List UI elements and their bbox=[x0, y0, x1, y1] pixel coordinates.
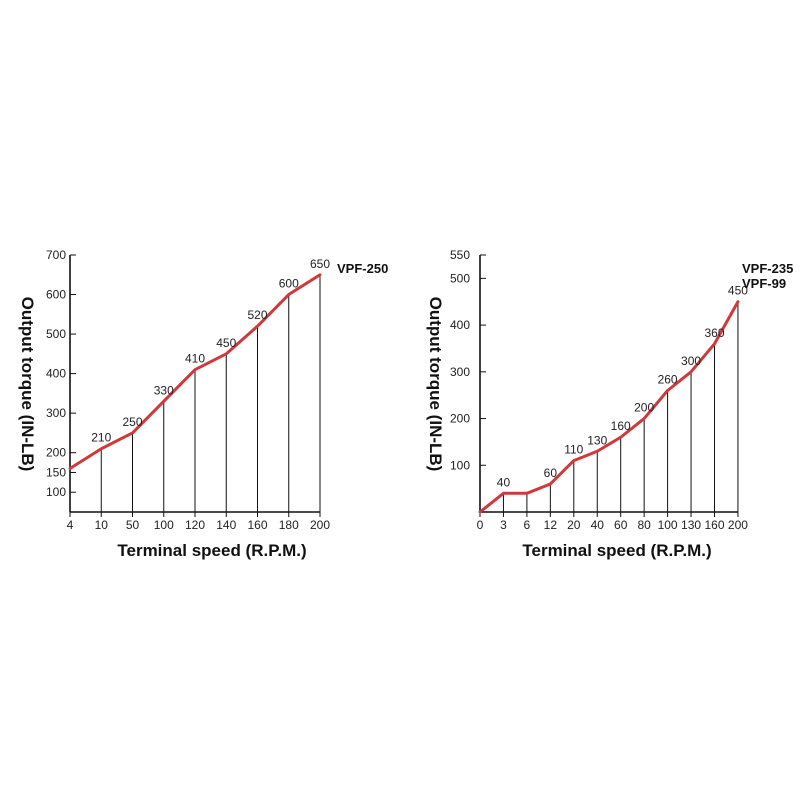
x-tick-label: 140 bbox=[216, 518, 236, 532]
model-label: VPF-99 bbox=[742, 276, 786, 291]
x-tick-label: 0 bbox=[477, 518, 484, 532]
x-tick-label: 200 bbox=[310, 518, 330, 532]
x-tick-label: 200 bbox=[728, 518, 748, 532]
x-tick-label: 10 bbox=[95, 518, 109, 532]
data-label: 450 bbox=[728, 284, 748, 298]
data-label: 650 bbox=[310, 257, 330, 271]
data-label: 260 bbox=[658, 373, 678, 387]
data-label: 160 bbox=[611, 419, 631, 433]
data-label: 110 bbox=[564, 443, 583, 457]
y-tick-label: 400 bbox=[46, 367, 66, 381]
x-tick-label: 160 bbox=[247, 518, 267, 532]
data-label: 520 bbox=[247, 308, 267, 322]
x-tick-label: 180 bbox=[279, 518, 299, 532]
x-tick-label: 4 bbox=[67, 518, 74, 532]
x-tick-label: 160 bbox=[704, 518, 724, 532]
y-tick-label: 500 bbox=[46, 327, 66, 341]
x-axis-title: Terminal speed (R.P.M.) bbox=[117, 541, 306, 560]
data-label: 200 bbox=[634, 401, 654, 415]
x-tick-label: 6 bbox=[524, 518, 531, 532]
x-tick-label: 12 bbox=[544, 518, 558, 532]
data-label: 250 bbox=[122, 415, 142, 429]
y-tick-label: 700 bbox=[46, 248, 66, 262]
x-tick-label: 100 bbox=[154, 518, 174, 532]
data-label: 130 bbox=[587, 433, 607, 447]
y-tick-label: 200 bbox=[46, 446, 66, 460]
y-axis-title: Output torque (IN-LB) bbox=[18, 297, 37, 472]
x-tick-label: 3 bbox=[500, 518, 507, 532]
torque-curve bbox=[478, 300, 740, 514]
y-tick-label: 300 bbox=[450, 365, 470, 379]
y-axis-title: Output torque (IN-LB) bbox=[426, 297, 445, 472]
data-label: 450 bbox=[216, 336, 236, 350]
x-axis-title: Terminal speed (R.P.M.) bbox=[522, 541, 711, 560]
data-label: 330 bbox=[154, 383, 174, 397]
torque-curve bbox=[68, 273, 322, 471]
x-tick-label: 40 bbox=[591, 518, 605, 532]
data-label: 300 bbox=[681, 354, 701, 368]
y-tick-label: 500 bbox=[450, 271, 470, 285]
y-tick-label: 150 bbox=[46, 465, 66, 479]
data-label: 40 bbox=[497, 475, 511, 489]
y-tick-label: 400 bbox=[450, 318, 470, 332]
y-tick-label: 100 bbox=[46, 485, 66, 499]
data-label: 600 bbox=[279, 277, 299, 291]
model-label: VPF-250 bbox=[337, 261, 388, 276]
y-tick-label: 200 bbox=[450, 412, 470, 426]
x-tick-label: 100 bbox=[658, 518, 678, 532]
x-tick-label: 120 bbox=[185, 518, 205, 532]
y-tick-label: 550 bbox=[450, 248, 470, 262]
y-tick-label: 600 bbox=[46, 288, 66, 302]
data-label: 360 bbox=[704, 326, 724, 340]
x-tick-label: 80 bbox=[637, 518, 651, 532]
data-label: 410 bbox=[185, 352, 205, 366]
x-tick-label: 50 bbox=[126, 518, 140, 532]
y-tick-label: 300 bbox=[46, 406, 66, 420]
data-label: 210 bbox=[91, 431, 111, 445]
x-tick-label: 130 bbox=[681, 518, 701, 532]
y-tick-label: 100 bbox=[450, 458, 470, 472]
model-label: VPF-235 bbox=[742, 261, 793, 276]
x-tick-label: 20 bbox=[567, 518, 581, 532]
data-label: 60 bbox=[544, 466, 558, 480]
x-tick-label: 60 bbox=[614, 518, 628, 532]
